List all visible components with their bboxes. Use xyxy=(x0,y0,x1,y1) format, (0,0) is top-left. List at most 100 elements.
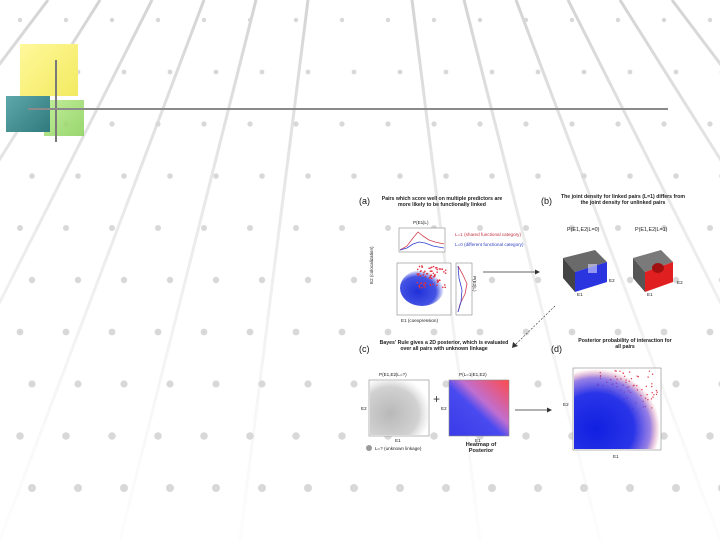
scatter-point xyxy=(419,282,422,285)
grid-node xyxy=(673,173,679,179)
panel-d-axis-e1: E1 xyxy=(613,454,619,459)
scatter-point xyxy=(444,269,447,271)
grid-node xyxy=(614,328,622,336)
scatter-point xyxy=(441,268,444,271)
grid-node xyxy=(706,328,714,336)
scatter-point xyxy=(436,284,438,286)
panel-b-axis-e1-b: E1 xyxy=(647,292,653,297)
grid-node xyxy=(247,121,253,127)
grid-line-diagonal xyxy=(618,0,720,162)
grid-node xyxy=(62,328,70,336)
grid-node xyxy=(74,484,82,492)
scatter-point xyxy=(418,285,421,288)
grid-node xyxy=(166,276,174,284)
scatter-point xyxy=(422,273,425,276)
grid-node xyxy=(442,380,450,388)
grid-node xyxy=(661,225,667,231)
scatter-point xyxy=(439,268,442,270)
grid-node xyxy=(396,484,404,492)
grid-node xyxy=(74,276,82,284)
deco-vertical-line xyxy=(55,60,57,142)
grid-node xyxy=(247,225,253,231)
grid-node xyxy=(707,225,713,231)
panel-c-legend-grey: L=? (unknown linkage) xyxy=(375,446,422,451)
grid-node xyxy=(167,173,173,179)
grid-node xyxy=(108,328,116,336)
grid-node xyxy=(305,69,311,75)
grid-node xyxy=(167,69,173,75)
scatter-point xyxy=(425,273,428,275)
grid-line-diagonal xyxy=(118,0,258,540)
panel-c-grey-plot-label: P(E1,E2|L=?) xyxy=(379,372,407,377)
grid-node xyxy=(108,432,116,440)
panel-c-axis-e1-a: E1 xyxy=(395,438,401,443)
scatter-point xyxy=(416,268,419,271)
scatter-point xyxy=(416,273,419,275)
grid-node xyxy=(17,17,23,23)
scatter-point xyxy=(444,272,447,274)
panel-b-letter: (b) xyxy=(541,196,552,206)
grid-node xyxy=(581,69,587,75)
grid-node xyxy=(258,276,266,284)
scatter-point xyxy=(433,275,436,278)
grid-node xyxy=(431,17,437,23)
grid-node xyxy=(626,276,634,284)
grid-node xyxy=(523,17,529,23)
grid-node xyxy=(213,173,219,179)
panel-b-label-blue: P(E1,E2|L=0) xyxy=(567,227,600,233)
grid-node xyxy=(63,17,69,23)
scatter-point xyxy=(430,274,433,276)
grid-node xyxy=(16,328,24,336)
grid-node xyxy=(534,276,542,284)
scatter-point xyxy=(424,286,426,288)
panel-c-axis-e2-a: E2 xyxy=(361,406,367,411)
scatter-point xyxy=(421,286,423,289)
grid-node xyxy=(74,380,82,388)
panel-b-caption: The joint density for linked pairs (L=1)… xyxy=(560,194,686,206)
grid-node xyxy=(109,121,115,127)
grid-node xyxy=(350,380,358,388)
scatter-point xyxy=(432,272,435,275)
scatter-point xyxy=(443,271,445,273)
scatter-point xyxy=(429,276,431,278)
panel-b-red-box-top xyxy=(633,250,673,272)
grid-node xyxy=(580,484,588,492)
grid-node xyxy=(155,225,161,231)
grid-node xyxy=(385,17,391,23)
grid-node xyxy=(293,17,299,23)
scatter-point xyxy=(428,277,431,279)
panel-d-letter: (d) xyxy=(551,344,562,354)
grid-node xyxy=(200,432,208,440)
grid-node xyxy=(477,17,483,23)
scatter-point xyxy=(430,277,433,280)
scatter-point xyxy=(432,283,434,286)
grid-node xyxy=(166,484,174,492)
grid-node xyxy=(477,225,483,231)
grid-node xyxy=(28,380,36,388)
grid-node xyxy=(28,484,36,492)
panel-a-scatter-red xyxy=(416,265,447,289)
grid-node xyxy=(338,328,346,336)
grid-node xyxy=(304,276,312,284)
grid-node xyxy=(488,276,496,284)
grid-node xyxy=(488,484,496,492)
scatter-point xyxy=(438,279,441,281)
arrow-a-to-b-head xyxy=(535,269,540,275)
grid-node xyxy=(661,121,667,127)
panel-a-x-axis-label: E1 (coexpression) xyxy=(401,318,439,323)
grid-node xyxy=(350,276,358,284)
grid-node xyxy=(523,121,529,127)
scatter-point xyxy=(431,266,433,268)
grid-node xyxy=(339,121,345,127)
grid-node xyxy=(569,121,575,127)
panel-a-hist-red-curve xyxy=(399,231,445,251)
grid-node xyxy=(443,69,449,75)
grid-node xyxy=(627,173,633,179)
panel-b-axis-e2-a: E2 xyxy=(609,278,615,283)
panel-b-blue-surface xyxy=(575,262,607,292)
scatter-point xyxy=(436,279,439,282)
grid-node xyxy=(350,484,358,492)
grid-node xyxy=(121,69,127,75)
panel-a-hist-label: P(E1|L) xyxy=(413,220,429,225)
panel-d-caption: Posterior probability of interaction for… xyxy=(578,338,672,350)
